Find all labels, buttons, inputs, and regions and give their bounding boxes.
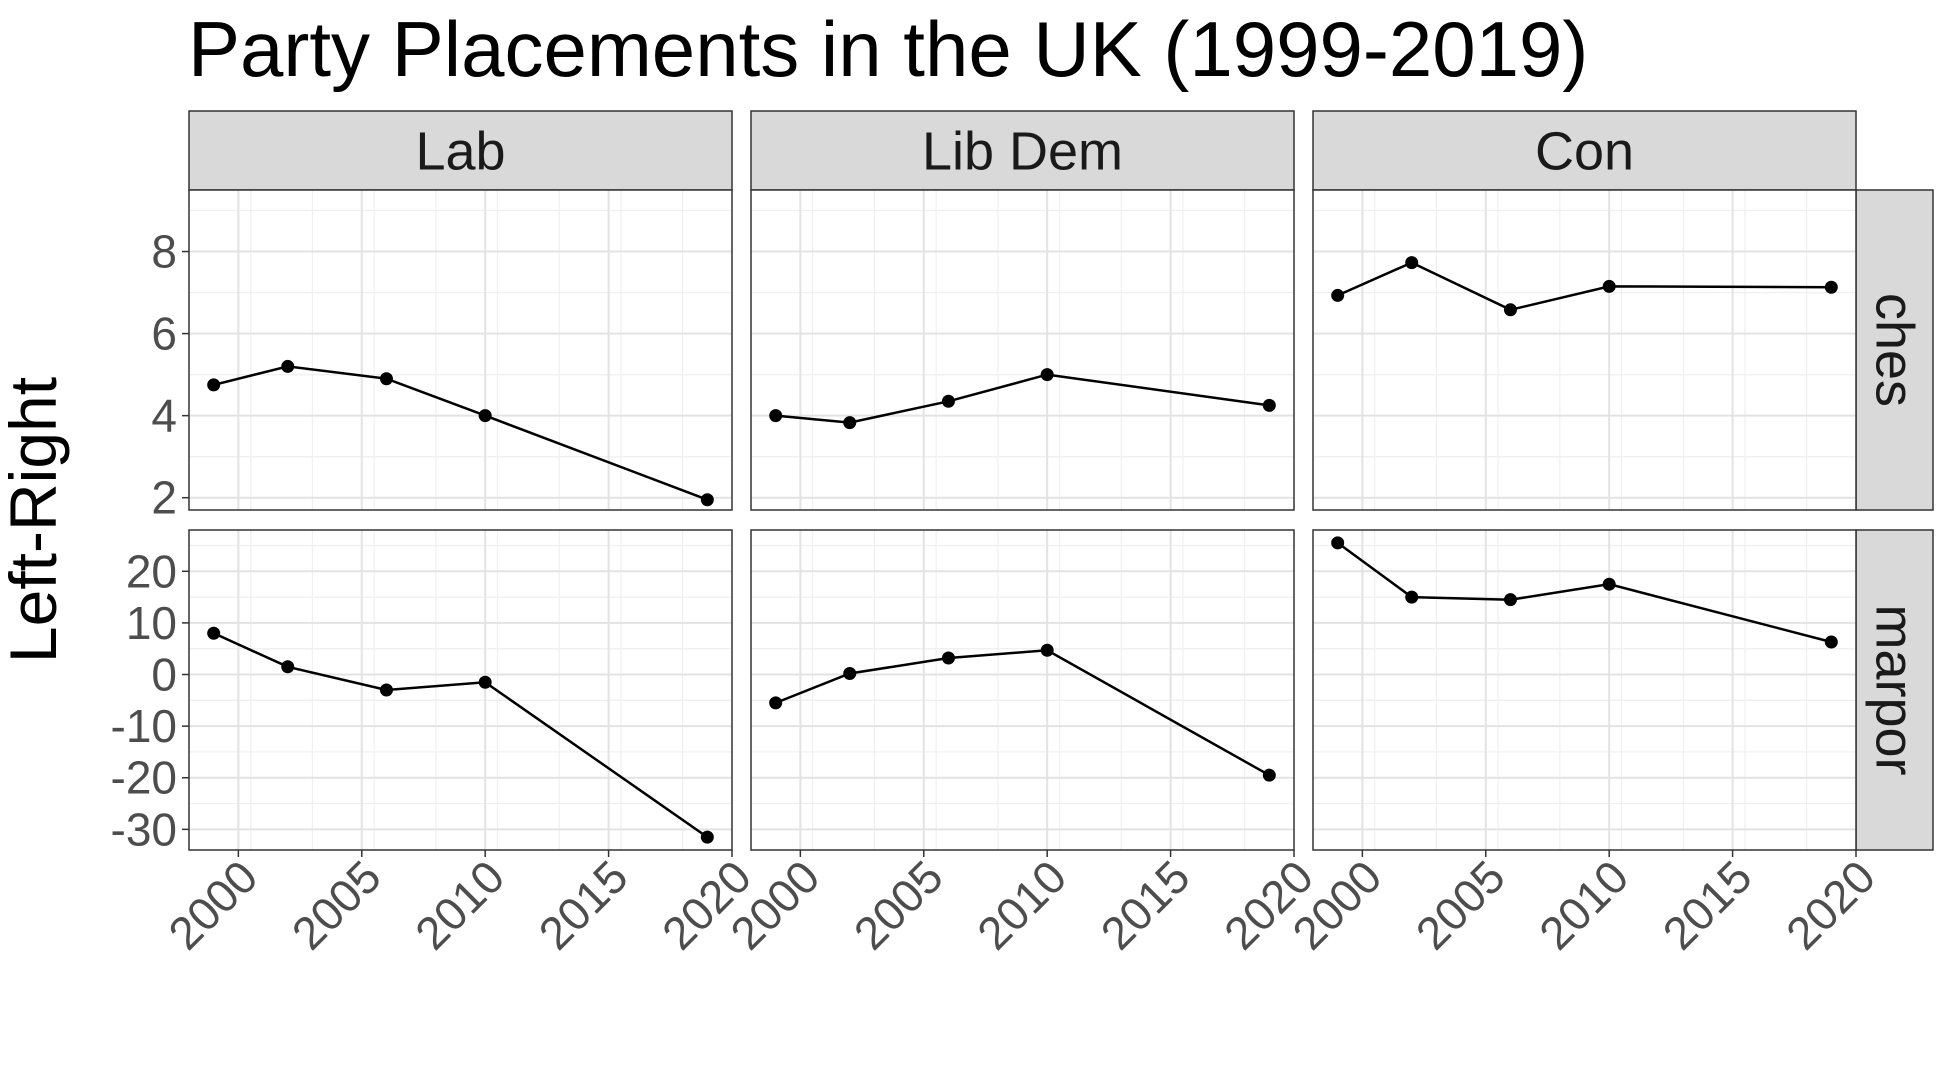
x-tick-label: 2015 [1091,850,1200,959]
data-point-lib-dem-ches [1040,368,1054,382]
chart-panels: Lab Lib Dem Conchesmarpor2468-30-20-100102… [111,110,1934,959]
data-point-con-marpor [1405,590,1419,604]
panel-background [189,190,732,510]
x-tick-label: 2005 [1406,850,1515,959]
data-point-lab-marpor [478,675,492,689]
x-tick-label: 2020 [1776,850,1885,959]
data-point-con-ches [1503,303,1517,317]
y-tick-label: -30 [111,803,177,855]
facet-strip-marpor [1855,529,1934,851]
y-tick-label: 10 [126,597,177,649]
data-point-con-marpor [1824,635,1838,649]
x-tick-label: 2015 [1653,850,1762,959]
facet-label: Lab [415,122,505,182]
data-point-con-ches [1824,280,1838,294]
data-point-con-marpor [1503,593,1517,607]
data-point-lib-dem-marpor [843,666,857,680]
x-tick-label: 2005 [282,850,391,959]
facet-strip-ches [1855,189,1934,511]
panel-border [188,529,733,851]
facet-label: marpor [1865,604,1925,775]
data-point-con-ches [1331,288,1345,302]
x-tick-label: 2000 [158,850,267,959]
facet-label: ches [1865,293,1925,407]
data-point-lab-ches [379,372,393,386]
data-point-lib-dem-marpor [1040,643,1054,657]
data-point-lib-dem-ches [1262,398,1276,412]
y-tick-label: -10 [111,700,177,752]
panel-border [188,189,733,511]
facet-label: Con [1535,122,1634,182]
data-point-lab-marpor [379,683,393,697]
facet-strip-lab [188,110,733,191]
x-tick-label: 2010 [967,850,1076,959]
chart-title: Party Placements in the UK (1999-2019) [188,5,1588,93]
x-tick-label: 2005 [844,850,953,959]
panel-background [1313,190,1856,510]
panel-background [751,190,1294,510]
panel-background [751,530,1294,850]
data-point-lab-marpor [281,660,295,674]
panel-border [750,189,1295,511]
facet-label: Lib Dem [922,122,1123,182]
y-tick-label: 2 [151,472,177,524]
data-point-con-marpor [1602,577,1616,591]
y-tick-label: -20 [111,752,177,804]
facet-strip-con [1312,110,1857,191]
data-point-lib-dem-ches [843,416,857,430]
x-tick-label: 2010 [405,850,514,959]
data-point-con-ches [1602,279,1616,293]
panel-border [750,529,1295,851]
data-point-con-marpor [1331,536,1345,550]
panel-border [1312,529,1857,851]
data-point-lab-ches [478,409,492,423]
data-point-con-ches [1405,256,1419,270]
data-point-lib-dem-marpor [769,696,783,710]
x-tick-label: 2015 [529,850,638,959]
data-point-lab-ches [207,378,221,392]
data-point-lib-dem-ches [769,409,783,423]
panel-background [189,530,732,850]
y-tick-label: 0 [151,649,177,701]
data-point-lab-marpor [700,830,714,844]
y-tick-label: 20 [126,545,177,597]
data-point-lab-ches [281,359,295,373]
facet-strip-lib-dem [750,110,1295,191]
x-tick-label: 2010 [1529,850,1638,959]
panel-border [1312,189,1857,511]
data-point-lib-dem-marpor [941,651,955,665]
y-tick-label: 8 [151,226,177,278]
data-point-lab-ches [700,493,714,507]
data-point-lib-dem-marpor [1262,768,1276,782]
data-point-lab-marpor [207,626,221,640]
data-point-lib-dem-ches [941,394,955,408]
y-axis-title: Left-Right [0,377,70,663]
panel-background [1313,530,1856,850]
y-tick-label: 4 [151,390,177,442]
y-tick-label: 6 [151,308,177,360]
